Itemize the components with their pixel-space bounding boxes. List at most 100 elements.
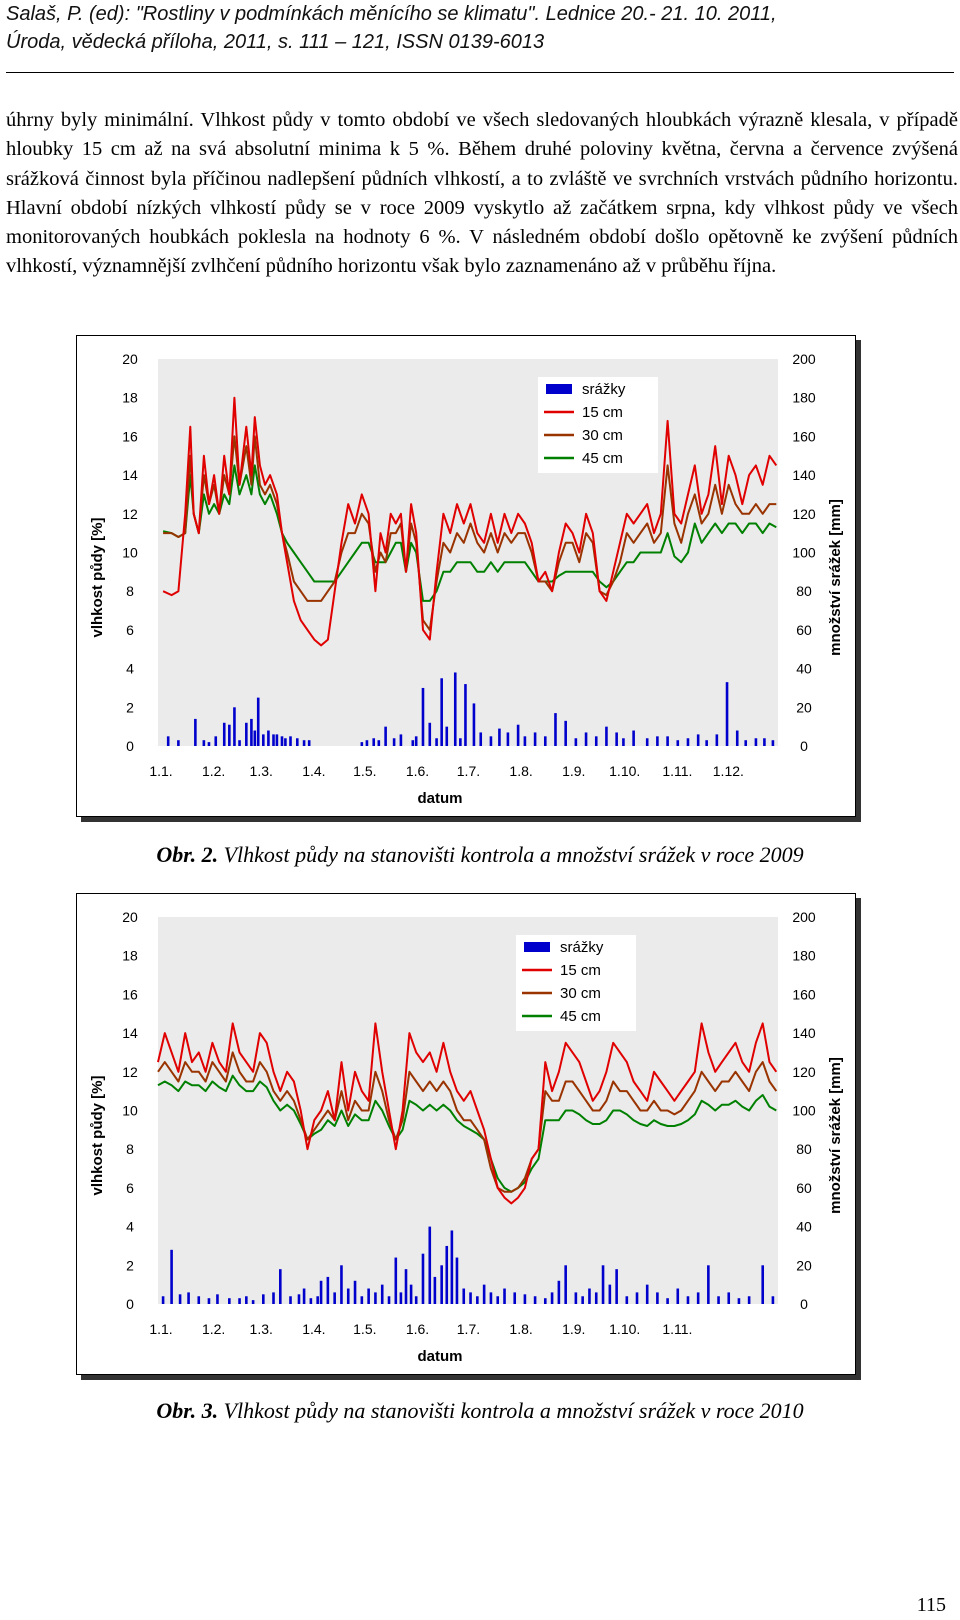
precip-bar (326, 1276, 330, 1304)
legend-label: srážky (560, 939, 604, 956)
precip-bar (462, 1288, 466, 1304)
series-line-30cm (157, 1051, 778, 1193)
y2-tick-label: 40 (796, 661, 812, 677)
legend: srážky 15 cm 30 cm 45 cm (516, 935, 636, 1031)
precip-bar (735, 730, 739, 746)
precip-bar (763, 738, 766, 746)
y2-tick-label: 20 (796, 1257, 812, 1273)
precip-bar (367, 1288, 370, 1304)
precip-bar (453, 672, 457, 746)
precip-bar (557, 1280, 561, 1304)
legend-label: srážky (582, 381, 626, 398)
x-tick-label: 1.3. (250, 1321, 273, 1337)
series-line-15cm (162, 396, 778, 647)
precip-bar (737, 1298, 741, 1304)
legend-swatch-precip (524, 942, 550, 952)
precip-bar (216, 1294, 219, 1304)
precip-bar (594, 1292, 598, 1304)
precip-bar (455, 1257, 459, 1304)
y2-tick-label: 140 (792, 467, 816, 483)
y2-axis-title: množství srážek [mm] (827, 1057, 844, 1214)
precip-bar (161, 1296, 165, 1304)
precip-bar (251, 1300, 255, 1304)
precip-bar (574, 1292, 578, 1304)
x-tick-label: 1.8. (509, 1321, 532, 1337)
y2-tick-label: 0 (800, 738, 808, 754)
x-tick-label: 1.3. (250, 763, 273, 779)
precip-bar (696, 1292, 700, 1304)
precip-bar (506, 732, 510, 746)
x-axis-title: datum (418, 1348, 463, 1365)
precip-bar (717, 1296, 720, 1304)
precip-bar (421, 687, 425, 746)
page-number: 115 (916, 1594, 946, 1616)
header-line-1: Salaš, P. (ed): "Rostliny v podmínkách m… (6, 3, 777, 25)
precip-bar (280, 736, 284, 746)
precip-bar (214, 736, 218, 746)
precip-bar (715, 734, 719, 746)
figure-3-chart: 0 2 4 6 8 10 12 14 16 18 20 0 20 40 60 80 100 120 140 160 18… (76, 893, 862, 1381)
y-tick-label: 10 (122, 545, 138, 561)
y-axis-title: vlhkost půdy [%] (89, 517, 106, 637)
precip-bar (238, 740, 241, 746)
y-tick-label: 16 (122, 986, 138, 1002)
precip-bar (459, 738, 462, 746)
y2-tick-label: 180 (792, 948, 816, 964)
precip-bar (372, 738, 376, 746)
precip-bar (272, 734, 275, 746)
precip-bar (309, 1298, 313, 1304)
precip-bar (207, 742, 211, 746)
y2-tick-label: 60 (796, 622, 812, 638)
y-tick-label: 12 (122, 1064, 138, 1080)
precip-bar (250, 718, 253, 746)
precip-bar (275, 734, 279, 746)
precip-bar (353, 1280, 357, 1304)
y-tick-label: 10 (122, 1103, 138, 1119)
legend-label: 45 cm (582, 450, 623, 467)
precip-bar (187, 1292, 190, 1304)
x-tick-label: 1.9. (562, 763, 585, 779)
x-tick-label: 1.11. (662, 763, 692, 779)
y-tick-label: 6 (126, 1180, 134, 1196)
precip-bar (178, 1294, 182, 1304)
precip-bar (222, 722, 226, 746)
precip-bar (256, 697, 260, 746)
precip-bar (435, 738, 438, 746)
y-tick-label: 2 (126, 1257, 134, 1273)
precip-bar (433, 1276, 437, 1304)
precip-bar (279, 1269, 282, 1304)
precip-bar (440, 678, 443, 746)
precip-bar (564, 720, 567, 746)
precip-bar (516, 724, 520, 746)
y2-tick-label: 0 (800, 1296, 808, 1312)
y-tick-label: 20 (122, 351, 138, 367)
precip-bar (666, 1298, 669, 1304)
y-tick-label: 0 (126, 1296, 134, 1312)
precip-bar (450, 1230, 454, 1304)
precip-bar (615, 1269, 618, 1304)
precip-bar (284, 738, 287, 746)
precip-bar (307, 740, 311, 746)
y-tick-label: 20 (122, 909, 138, 925)
precip-bar (533, 1296, 537, 1304)
precip-bar (622, 738, 625, 746)
precip-bar (302, 740, 306, 746)
precip-bar (289, 736, 292, 746)
precip-bar (177, 740, 180, 746)
precip-bar (523, 1294, 527, 1304)
legend: srážky 15 cm 30 cm 45 cm (538, 377, 658, 473)
precip-bar (428, 1226, 432, 1304)
precip-bar (472, 703, 476, 746)
x-tick-label: 1.7. (457, 763, 480, 779)
precip-bar (564, 1265, 567, 1304)
x-tick-label: 1.1. (149, 763, 172, 779)
precip-bar (414, 736, 418, 746)
y-tick-label: 8 (126, 583, 134, 599)
precip-bar (747, 1296, 751, 1304)
legend-label: 30 cm (560, 985, 601, 1002)
precip-bar (445, 1245, 449, 1304)
precip-bar (543, 1298, 547, 1304)
precip-bar (584, 732, 588, 746)
legend-label: 45 cm (560, 1008, 601, 1025)
precip-bar (194, 718, 197, 746)
